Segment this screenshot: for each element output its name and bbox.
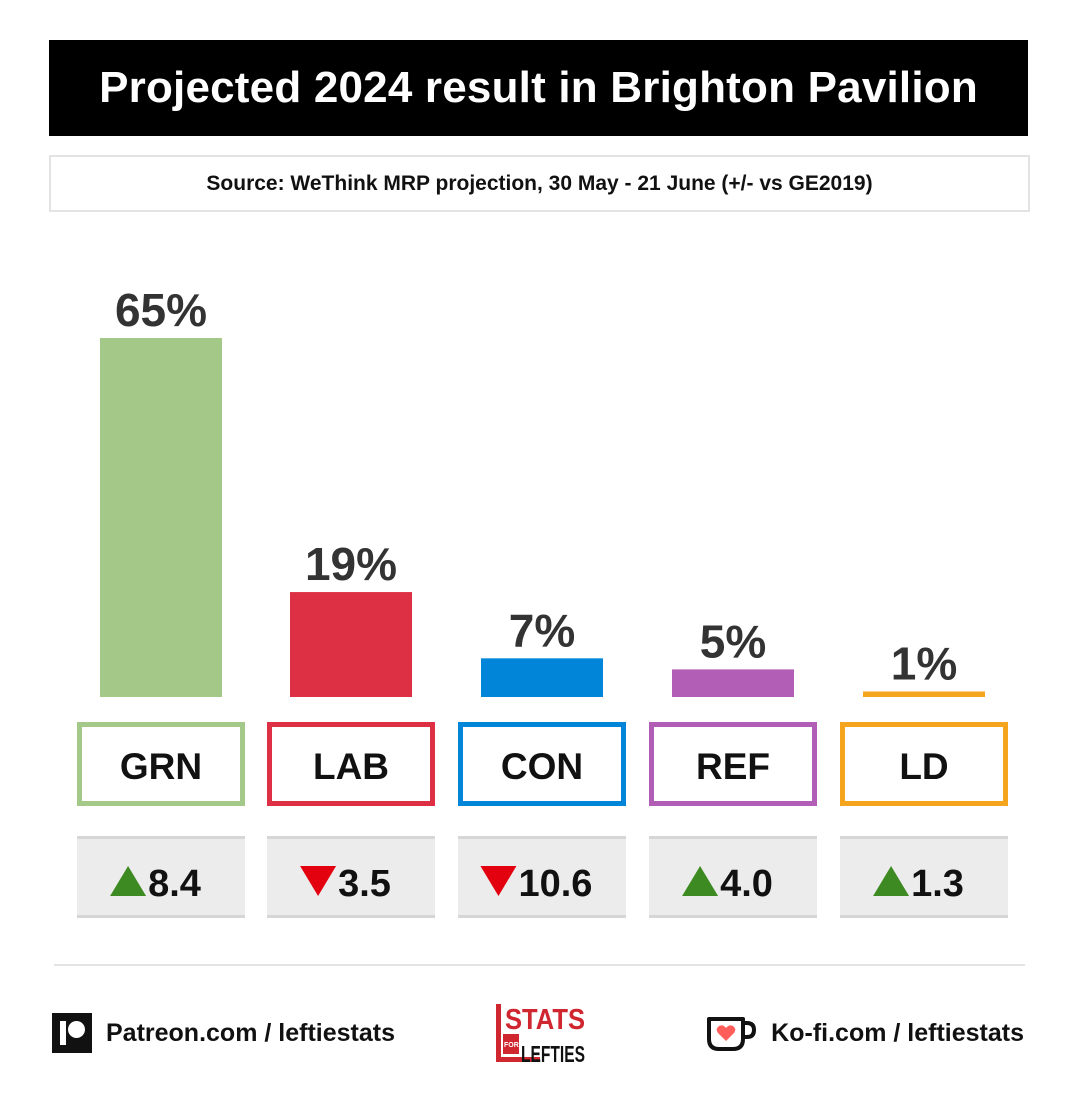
change-box-lab <box>267 836 435 918</box>
change-label-lab: 3.5 <box>338 863 391 905</box>
title-bar: Projected 2024 result in Brighton Pavili… <box>49 40 1028 136</box>
down-arrow-icon <box>300 866 337 896</box>
party-box-ref <box>649 722 817 806</box>
party-box-con <box>458 722 626 806</box>
logo-word-for: FOR <box>504 1042 519 1049</box>
change-box-bottom-edge-ld <box>840 915 1008 918</box>
change-box-top-edge-grn <box>77 836 245 839</box>
party-box-lab <box>267 722 435 806</box>
change-box-bottom-edge-ref <box>649 915 817 918</box>
party-label-lab: LAB <box>313 746 389 787</box>
change-box-con <box>458 836 626 918</box>
up-arrow-icon <box>682 866 719 896</box>
party-label-grn: GRN <box>120 746 202 787</box>
value-label-lab: 19% <box>305 538 397 590</box>
change-box-top-edge-ld <box>840 836 1008 839</box>
change-box-top-edge-ref <box>649 836 817 839</box>
value-label-grn: 65% <box>115 284 207 336</box>
party-label-ref: REF <box>696 746 770 787</box>
change-label-ld: 1.3 <box>911 863 964 905</box>
value-label-con: 7% <box>509 604 575 656</box>
chart-title: Projected 2024 result in Brighton Pavili… <box>99 63 978 112</box>
change-box-bottom-edge-lab <box>267 915 435 918</box>
up-arrow-icon <box>110 866 147 896</box>
bar-con <box>481 658 603 697</box>
bar-lab <box>290 592 412 697</box>
patreon-icon <box>52 1013 92 1053</box>
logo-word-lefties: LEFTIES <box>521 1041 585 1066</box>
change-label-grn: 8.4 <box>148 863 201 905</box>
logo-word-stats: STATS <box>505 1004 585 1036</box>
value-label-ld: 1% <box>891 637 957 689</box>
value-label-ref: 5% <box>700 615 766 667</box>
bar-ld <box>863 691 985 697</box>
change-box-top-edge-lab <box>267 836 435 839</box>
up-arrow-icon <box>873 866 910 896</box>
bar-chart: 65% GRN 8.4 19% LAB 3.5 7% CON 10.6 5% REF 4.0 1% LD 1… <box>77 284 1008 918</box>
change-box-grn <box>77 836 245 918</box>
kofi-cup-icon <box>707 1017 757 1051</box>
source-box: Source: WeThink MRP projection, 30 May -… <box>49 155 1030 212</box>
change-label-ref: 4.0 <box>720 863 773 905</box>
kofi-text: Ko-fi.com / leftiestats <box>771 1018 1024 1047</box>
change-label-con: 10.6 <box>518 863 592 905</box>
footer-divider <box>54 964 1025 966</box>
party-box-grn <box>77 722 245 806</box>
bar-grn <box>100 338 222 697</box>
bar-ref <box>672 669 794 697</box>
change-box-ref <box>649 836 817 918</box>
change-box-top-edge-con <box>458 836 626 839</box>
patreon-text: Patreon.com / leftiestats <box>106 1018 395 1047</box>
change-box-bottom-edge-con <box>458 915 626 918</box>
kofi-link[interactable]: Ko-fi.com / leftiestats <box>705 1013 1024 1053</box>
down-arrow-icon <box>480 866 517 896</box>
party-label-ld: LD <box>899 746 948 787</box>
patreon-link[interactable]: Patreon.com / leftiestats <box>52 1013 395 1053</box>
source-note: Source: WeThink MRP projection, 30 May -… <box>206 171 873 195</box>
stats-for-lefties-logo: STATS FOR LEFTIES <box>496 1004 585 1066</box>
party-box-ld <box>840 722 1008 806</box>
party-label-con: CON <box>501 746 583 787</box>
change-box-ld <box>840 836 1008 918</box>
change-box-bottom-edge-grn <box>77 915 245 918</box>
